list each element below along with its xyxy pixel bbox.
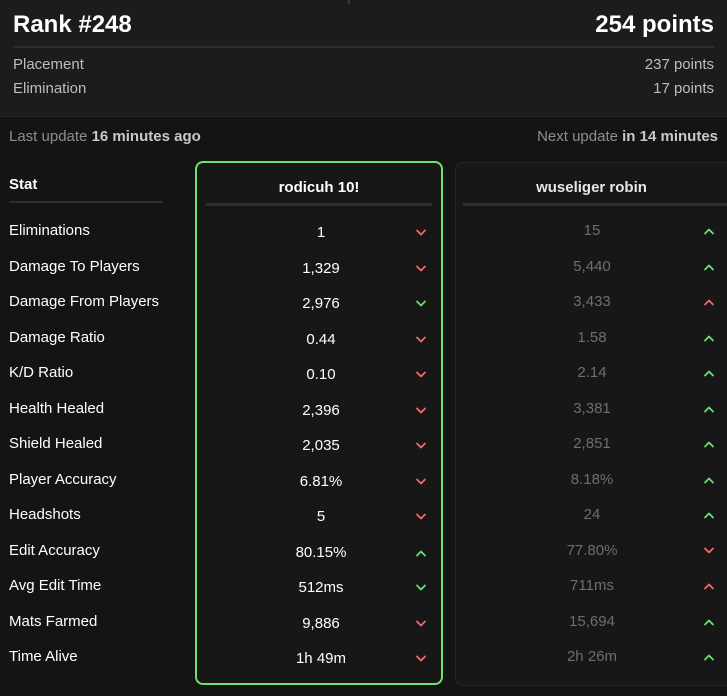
placement-label: Placement bbox=[13, 56, 84, 73]
chevron-up-icon bbox=[704, 370, 714, 377]
stat-label: Player Accuracy bbox=[9, 470, 117, 488]
chevron-up-icon bbox=[704, 619, 714, 625]
stat-value-opponent: 15,694 bbox=[569, 612, 615, 630]
stat-value-you: 512ms bbox=[298, 579, 344, 596]
chevron-down-icon bbox=[416, 265, 426, 271]
stat-value-opponent: 711ms bbox=[570, 577, 614, 594]
stat-label: Shield Healed bbox=[9, 435, 103, 452]
stat-value-opponent: 15 bbox=[583, 222, 601, 239]
stat-label: Edit Accuracy bbox=[9, 541, 100, 559]
stat-value-opponent: 77.80% bbox=[566, 541, 618, 559]
chevron-up-icon bbox=[704, 335, 714, 341]
player-name-underline bbox=[206, 203, 432, 206]
next-update: Next update in 14 minutes bbox=[537, 128, 718, 145]
chevron-up-icon bbox=[704, 654, 714, 661]
top-tick-mark bbox=[348, 0, 350, 4]
stat-header-underline bbox=[9, 201, 163, 203]
chevron-up-icon bbox=[704, 477, 714, 483]
stat-value-opponent: 2.14 bbox=[577, 364, 607, 381]
chevron-up-icon bbox=[416, 550, 426, 556]
stat-value-opponent: 5,440 bbox=[573, 257, 611, 275]
stat-value-opponent: 8.18% bbox=[570, 470, 614, 488]
stat-value-you: 9,886 bbox=[302, 614, 340, 632]
stat-value-opponent: 3,433 bbox=[573, 293, 611, 310]
stat-label: Health Healed bbox=[9, 399, 105, 417]
chevron-up-icon bbox=[704, 512, 714, 519]
rank-title: Rank #248 bbox=[13, 11, 132, 38]
stat-column-header: Stat bbox=[9, 176, 38, 193]
stat-value-you: 2,976 bbox=[302, 295, 340, 312]
stat-value-you: 1,329 bbox=[302, 259, 340, 277]
stat-value-you: 0.44 bbox=[306, 330, 336, 348]
stat-label: Damage From Players bbox=[9, 293, 160, 310]
last-update-prefix: Last update bbox=[9, 128, 88, 145]
chevron-down-icon bbox=[416, 371, 426, 378]
stat-value-opponent: 2,851 bbox=[573, 435, 611, 452]
stat-label: Eliminations bbox=[9, 222, 90, 239]
placement-points: 237 points bbox=[644, 56, 714, 73]
rank-summary-card: Rank #248 254 points Placement 237 point… bbox=[0, 0, 727, 117]
stat-value-you: 1h 49m bbox=[295, 650, 347, 667]
stat-label: Mats Farmed bbox=[9, 612, 98, 630]
elimination-points: 17 points bbox=[653, 80, 714, 97]
stat-value-you: 6.81% bbox=[299, 472, 343, 490]
summary-divider bbox=[13, 46, 714, 48]
next-update-value: in 14 minutes bbox=[622, 128, 718, 145]
player-name-opponent[interactable]: wuseliger robin bbox=[536, 179, 647, 196]
chevron-up-icon bbox=[704, 441, 714, 448]
chevron-down-icon bbox=[416, 229, 426, 236]
stat-label: Damage To Players bbox=[9, 257, 140, 275]
last-update-value: 16 minutes ago bbox=[91, 128, 201, 145]
stat-label: Headshots bbox=[9, 506, 81, 523]
stat-label: Avg Edit Time bbox=[9, 577, 102, 594]
chevron-up-icon bbox=[704, 406, 714, 412]
chevron-down-icon bbox=[416, 513, 426, 520]
stat-value-you: 80.15% bbox=[295, 543, 347, 561]
chevron-up-icon bbox=[704, 299, 714, 306]
player-column-highlighted: rodicuh 10! bbox=[195, 161, 443, 685]
stat-label: K/D Ratio bbox=[9, 364, 74, 381]
elimination-label: Elimination bbox=[13, 80, 87, 97]
stat-label: Damage Ratio bbox=[9, 328, 105, 346]
stat-value-opponent: 3,381 bbox=[573, 399, 611, 417]
chevron-up-icon bbox=[704, 264, 714, 270]
chevron-down-icon bbox=[416, 655, 426, 662]
stat-value-you: 2,396 bbox=[302, 401, 340, 419]
last-update: Last update 16 minutes ago bbox=[9, 128, 201, 145]
chevron-down-icon bbox=[416, 584, 426, 591]
stat-value-opponent: 2h 26m bbox=[566, 648, 618, 665]
next-update-prefix: Next update bbox=[537, 128, 618, 145]
chevron-up-icon bbox=[704, 583, 714, 590]
total-points: 254 points bbox=[595, 11, 714, 38]
stat-value-you: 5 bbox=[316, 508, 326, 525]
chevron-down-icon bbox=[416, 300, 426, 307]
opponent-name-underline bbox=[463, 203, 727, 206]
stat-value-you: 2,035 bbox=[302, 437, 340, 454]
chevron-down-icon bbox=[416, 442, 426, 449]
stat-value-you: 0.10 bbox=[306, 366, 336, 383]
stat-value-opponent: 24 bbox=[583, 506, 601, 523]
player-name-you[interactable]: rodicuh 10! bbox=[278, 179, 360, 196]
chevron-down-icon bbox=[416, 336, 426, 342]
stat-value-opponent: 1.58 bbox=[577, 328, 607, 346]
chevron-up-icon bbox=[704, 228, 714, 235]
stat-label: Time Alive bbox=[9, 648, 78, 665]
stat-value-you: 1 bbox=[316, 224, 326, 241]
chevron-down-icon bbox=[416, 407, 426, 413]
chevron-down-icon bbox=[416, 620, 426, 626]
chevron-down-icon bbox=[704, 547, 714, 553]
chevron-down-icon bbox=[416, 478, 426, 484]
player-column-opponent: wuseliger robin bbox=[455, 162, 727, 686]
